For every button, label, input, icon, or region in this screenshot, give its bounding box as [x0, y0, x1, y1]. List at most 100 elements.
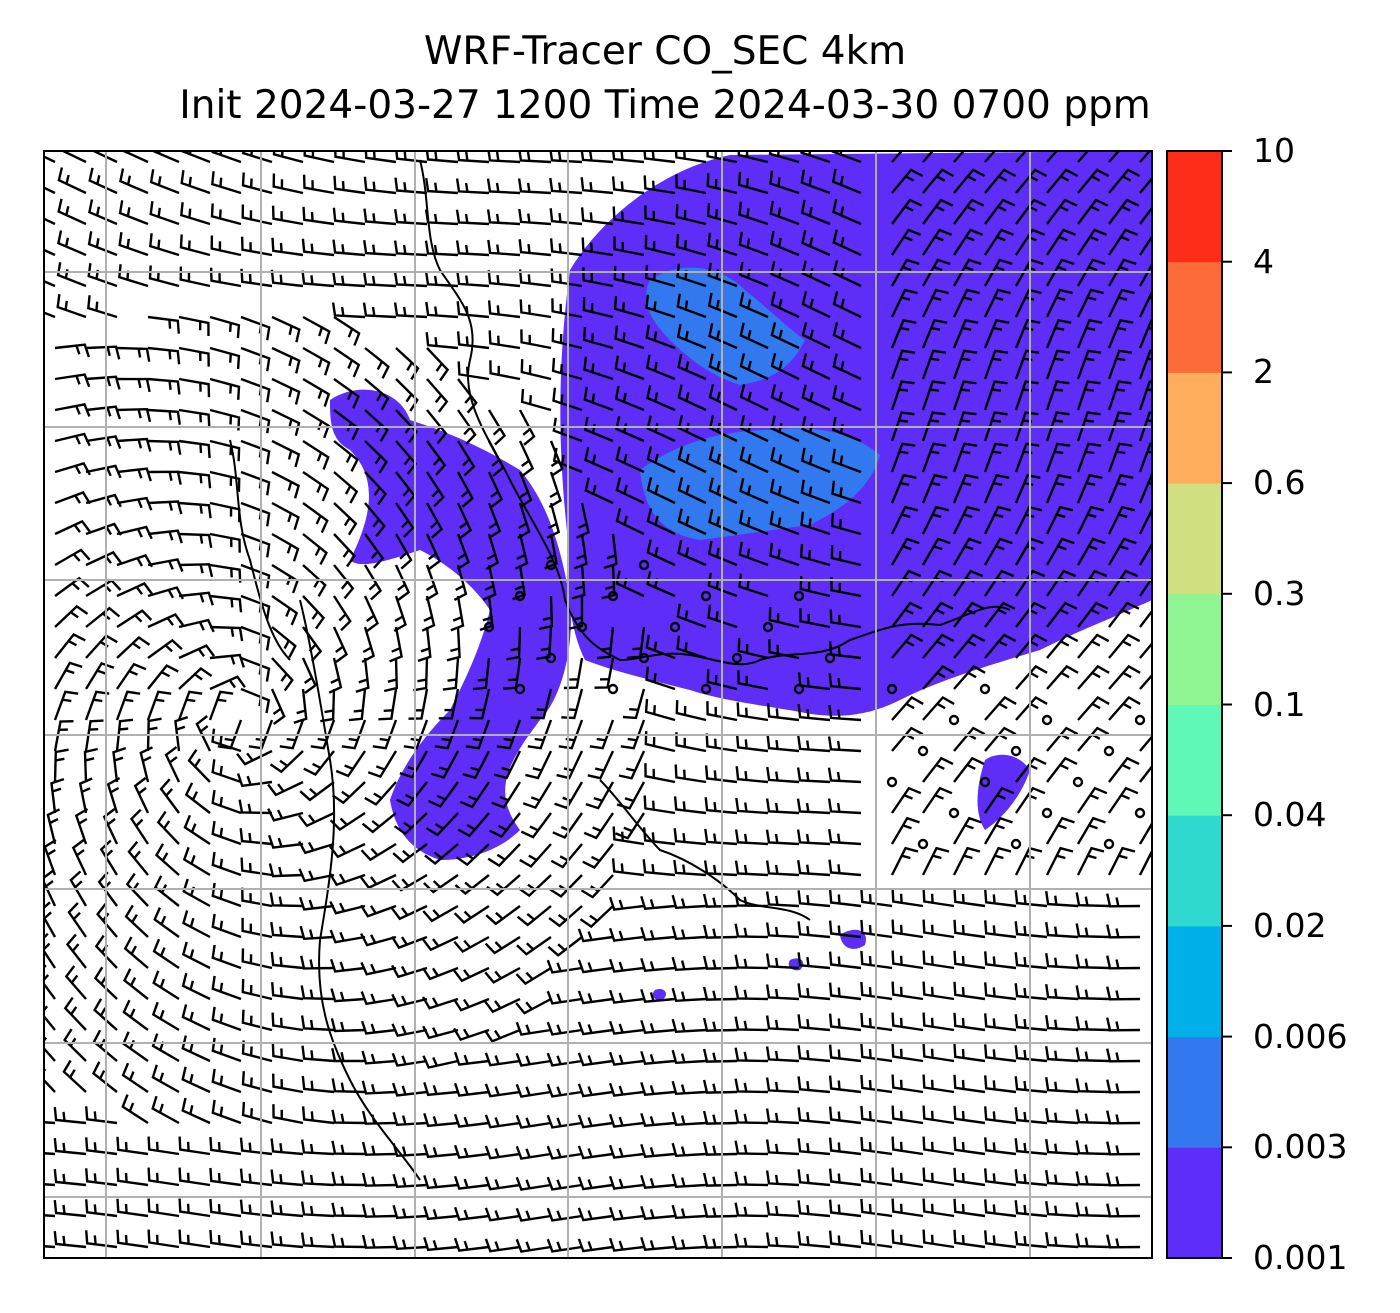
wind-barb	[329, 811, 366, 832]
wind-barb	[487, 239, 521, 257]
wind-barb	[360, 1020, 397, 1035]
wind-barb	[485, 905, 521, 926]
wind-barb	[1138, 506, 1152, 535]
wind-barb	[800, 479, 831, 505]
wind-barb	[53, 1137, 87, 1156]
wind-barb	[671, 1111, 707, 1127]
wind-barb	[50, 777, 65, 814]
wind-barb	[828, 951, 862, 970]
wind-barb	[271, 1042, 304, 1063]
wind-barb	[734, 892, 769, 908]
wind-barb	[424, 843, 459, 865]
wind-barb	[180, 170, 211, 195]
wind-barb	[299, 781, 335, 802]
wind-barb	[1014, 1138, 1048, 1156]
wind-barb	[211, 882, 242, 908]
wind-barb	[984, 1106, 1017, 1125]
wind-barb	[54, 491, 92, 505]
wind-barb	[799, 608, 831, 629]
wind-barb	[422, 1055, 459, 1069]
calm-wind-marker	[886, 683, 898, 695]
wind-barb	[493, 750, 522, 780]
wind-barb	[601, 564, 616, 600]
wind-barb	[645, 354, 676, 381]
wind-barb	[179, 234, 211, 257]
wind-barb	[271, 657, 294, 692]
wind-barb	[112, 746, 127, 783]
wind-barb	[106, 777, 121, 814]
wind-barb	[423, 1175, 459, 1190]
wind-barb	[797, 921, 831, 939]
wind-barb	[702, 1203, 738, 1218]
wind-barb	[922, 1043, 955, 1063]
wind-barb	[93, 998, 118, 1031]
wind-barb	[596, 626, 615, 660]
wind-barb	[116, 662, 147, 690]
wind-barb	[271, 205, 304, 226]
wind-barb	[608, 1051, 645, 1066]
wind-barb	[116, 1229, 149, 1249]
wind-barb	[640, 1143, 676, 1158]
wind-barb	[331, 1233, 366, 1249]
wind-barb	[515, 1083, 552, 1098]
wind-barb	[456, 471, 474, 508]
wind-barb	[438, 688, 460, 720]
wind-barb	[953, 1043, 986, 1063]
wind-barb	[392, 1204, 428, 1220]
wind-barb	[1077, 168, 1110, 194]
wind-barb	[1138, 262, 1152, 287]
wind-barb	[796, 767, 831, 784]
wind-barb	[577, 959, 614, 974]
wind-barb	[832, 322, 862, 350]
wind-barb	[645, 634, 676, 660]
wind-barb	[860, 1043, 893, 1063]
wind-barb	[54, 373, 91, 388]
wind-barb	[551, 357, 583, 381]
wind-barb	[577, 1176, 614, 1191]
wind-barb	[102, 808, 119, 845]
wind-barb	[546, 959, 583, 974]
wind-barb	[891, 981, 924, 1001]
wind-barb	[546, 990, 583, 1005]
wind-barb	[361, 1172, 397, 1187]
wind-barb	[241, 887, 273, 908]
wind-barb	[425, 471, 445, 508]
wind-barb	[241, 948, 273, 970]
wind-barb	[367, 750, 398, 779]
wind-barb	[85, 1137, 118, 1156]
wind-barb	[1108, 601, 1140, 628]
wind-barb	[423, 1237, 459, 1252]
wind-barb	[891, 1043, 924, 1063]
wind-barb	[1014, 983, 1048, 1001]
colorbar-segment	[1167, 1147, 1222, 1259]
wind-barb	[515, 966, 552, 986]
wind-barb	[921, 380, 946, 411]
wind-barb	[615, 446, 645, 474]
wind-barb	[147, 1198, 180, 1218]
wind-barb	[922, 950, 955, 970]
wind-barb	[65, 933, 87, 969]
wind-barb	[1138, 821, 1152, 845]
wind-barb	[519, 843, 552, 868]
wind-barb	[487, 502, 502, 540]
wind-barb	[152, 970, 180, 1001]
wind-barb	[1045, 1232, 1079, 1249]
wind-barb	[362, 302, 397, 319]
wind-barb	[739, 384, 769, 412]
wind-barb	[269, 750, 304, 774]
wind-barb	[178, 666, 213, 690]
calm-wind-marker	[545, 652, 557, 664]
wind-barb	[706, 701, 738, 722]
wind-barb	[525, 750, 553, 780]
wind-barb	[515, 1207, 552, 1222]
wind-barb	[734, 954, 769, 970]
wind-barb	[1076, 505, 1105, 535]
wind-barb	[44, 901, 57, 938]
wind-barb	[1076, 288, 1104, 318]
wind-barb	[891, 695, 924, 721]
wind-barb	[53, 1230, 87, 1249]
calm-wind-marker	[1041, 807, 1053, 819]
wind-barb	[178, 439, 211, 459]
wind-barb	[298, 868, 335, 883]
wind-barb	[1107, 846, 1136, 876]
